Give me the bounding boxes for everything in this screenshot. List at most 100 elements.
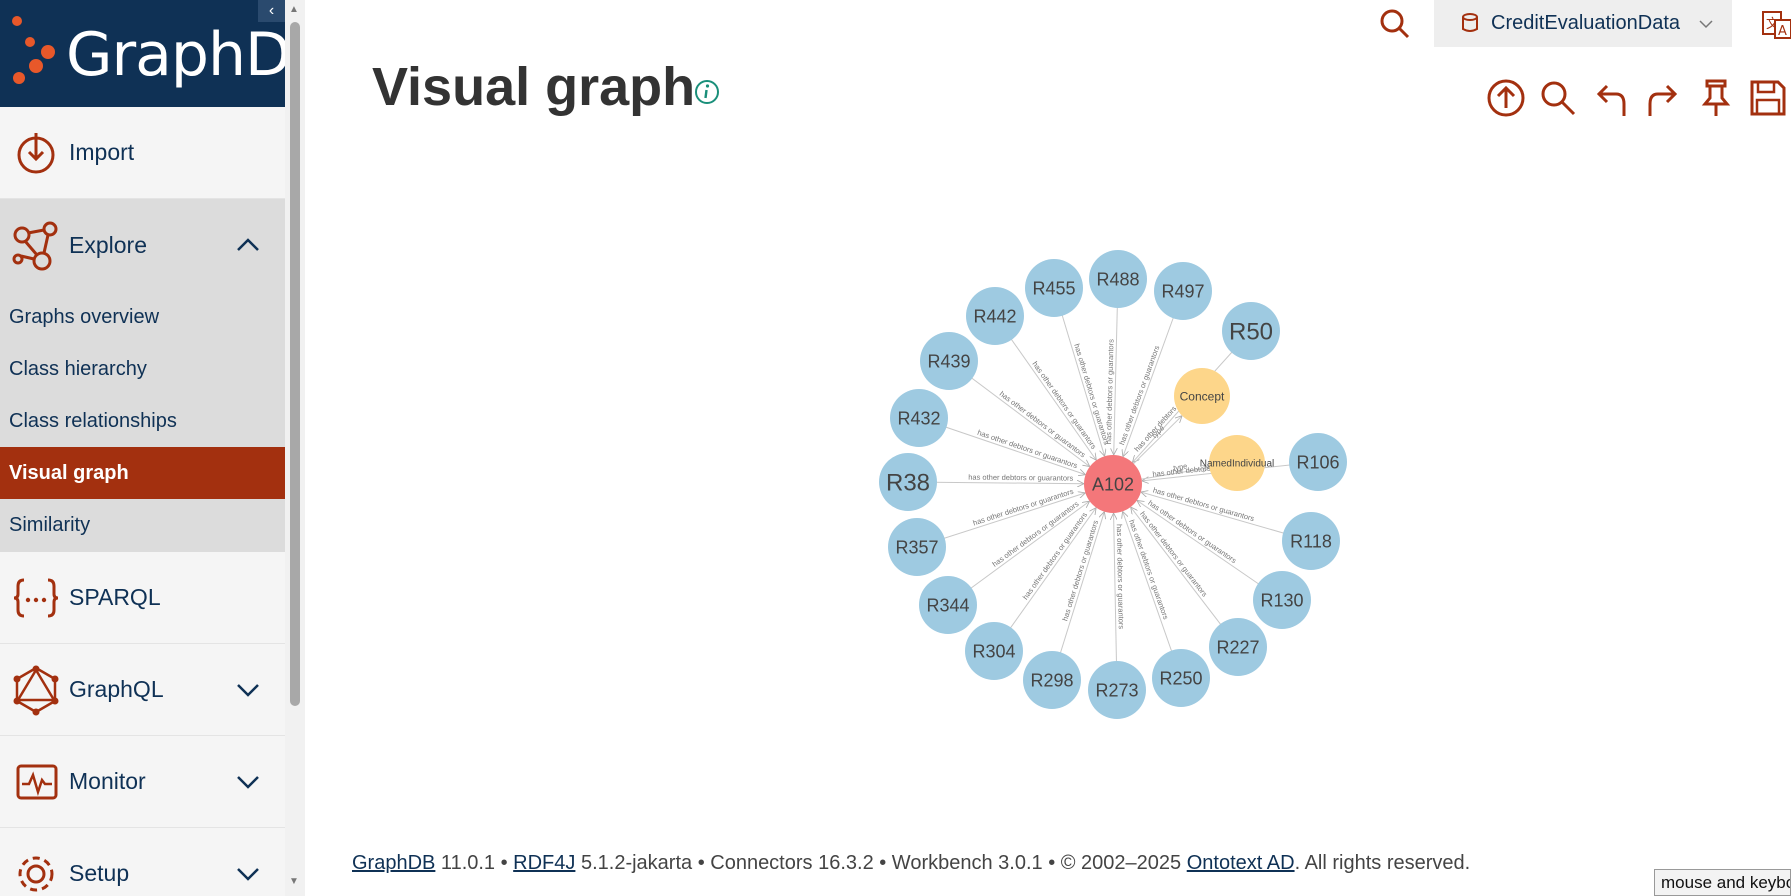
sidebar-sub-graphs-overview[interactable]: Graphs overview	[9, 306, 160, 328]
graph-node-circle	[1253, 571, 1311, 629]
rights-text: . All rights reserved.	[1294, 852, 1471, 874]
graphdb-link[interactable]: GraphDB	[352, 852, 436, 874]
sidebar: GraphDB ‹ Import	[0, 0, 285, 896]
graph-node-r488[interactable]: R488	[1089, 250, 1147, 308]
graph-edge-label: has other debtors or guarantors	[1146, 498, 1238, 565]
graph-node-r455[interactable]: R455	[1025, 259, 1083, 317]
graph-node-r227[interactable]: R227	[1209, 618, 1267, 676]
search-icon[interactable]	[1536, 76, 1580, 120]
graph-edge-label: has other debtors or guarantors	[990, 499, 1080, 569]
sidebar-sub-visual-graph[interactable]: Visual graph	[0, 447, 285, 499]
graph-node-circle	[1023, 651, 1081, 709]
graph-edge-label: has other debtors or guarantors	[1127, 518, 1170, 620]
graph-node-r497[interactable]: R497	[1154, 262, 1212, 320]
sidebar-item-sparql[interactable]: SPARQL	[0, 552, 285, 644]
graph-nodes: R455 R488 R497 R50 R442 R439 R432 R38 R357 R344 R3…	[879, 250, 1347, 719]
save-icon[interactable]	[1746, 76, 1790, 120]
graph-node-r250[interactable]: R250	[1152, 649, 1210, 707]
chevron-left-icon[interactable]: ‹	[258, 0, 285, 22]
graph-edge-label: has other debtors or guarantors	[1021, 510, 1089, 601]
graph-node-circle	[1289, 433, 1347, 491]
upload-icon[interactable]	[1484, 76, 1528, 120]
graph-node-r38[interactable]: R38	[879, 453, 937, 511]
graph-node-circle	[1209, 435, 1265, 491]
chevron-down-icon[interactable]	[233, 859, 263, 889]
graph-node-r304[interactable]: R304	[965, 622, 1023, 680]
graph-node-circle	[879, 453, 937, 511]
page-title: Visual graph	[372, 57, 696, 117]
chevron-down-icon[interactable]	[233, 767, 263, 797]
graphdb-version: 11.0.1 •	[435, 852, 514, 874]
graph-node-r357[interactable]: R357	[888, 518, 946, 576]
graph-node-r50[interactable]: R50	[1222, 302, 1280, 360]
graph-node-circle	[920, 332, 978, 390]
graph-node-r344[interactable]: R344	[919, 576, 977, 634]
graph-node-r439[interactable]: R439	[920, 332, 978, 390]
sidebar-item-label: Import	[69, 139, 135, 165]
redo-icon[interactable]	[1642, 76, 1686, 120]
ontotext-link[interactable]: Ontotext AD	[1186, 852, 1295, 874]
status-tooltip: mouse and keyboard	[1654, 869, 1791, 896]
graph-node-r432[interactable]: R432	[890, 389, 948, 447]
import-icon	[17, 132, 55, 173]
graph-node-circle	[1282, 512, 1340, 570]
scroll-up-arrow-icon[interactable]: ▲	[289, 4, 299, 15]
sidebar-item-import[interactable]: Import	[0, 107, 285, 199]
sidebar-item-label: Monitor	[69, 768, 146, 794]
graph-node-circle	[1025, 259, 1083, 317]
repository-select[interactable]: CreditEvaluationData	[1434, 0, 1732, 47]
graph-node-r130[interactable]: R130	[1253, 571, 1311, 629]
sidebar-item-label: Setup	[69, 860, 130, 886]
graph-node-r273[interactable]: R273	[1088, 661, 1146, 719]
graph-node-label: R130	[1260, 590, 1303, 610]
graph-edge-label: has other debtors or guarantors	[1072, 343, 1111, 446]
explore-group: Explore Graphs overview Class hierarchy …	[0, 199, 285, 552]
graph-node-r442[interactable]: R442	[966, 287, 1024, 345]
sidebar-item-graphql[interactable]: GraphQL	[0, 644, 285, 736]
chevron-down-icon	[1699, 20, 1713, 29]
graph-node-label: A102	[1092, 474, 1134, 494]
sidebar-item-explore[interactable]: Explore	[0, 199, 285, 291]
graph-node-label: R118	[1290, 531, 1332, 551]
sidebar-item-label: SPARQL	[69, 584, 161, 610]
search-icon[interactable]	[1375, 4, 1415, 44]
logo-text: GraphDB	[66, 20, 285, 90]
graph-node-circle	[919, 576, 977, 634]
scroll-down-arrow-icon[interactable]: ▼	[289, 876, 299, 887]
graph-node-namedindividual[interactable]: NamedIndividual	[1200, 435, 1275, 491]
graph-edge-label: has other debtors or guarantors	[1115, 524, 1126, 629]
pin-icon[interactable]	[1694, 76, 1738, 120]
sidebar-item-monitor[interactable]: Monitor	[0, 736, 285, 828]
graph-node-label: R488	[1096, 269, 1139, 289]
graph-node-circle	[1152, 649, 1210, 707]
undo-icon[interactable]	[1588, 76, 1632, 120]
graph-node-circle	[966, 287, 1024, 345]
chevron-down-icon[interactable]	[233, 675, 263, 705]
sidebar-sub-class-hierarchy[interactable]: Class hierarchy	[9, 358, 147, 380]
explore-icon	[12, 221, 58, 271]
graph-edge-label: has other debtors or guarantors	[1031, 360, 1099, 451]
graph-node-r106[interactable]: R106	[1289, 433, 1347, 491]
chevron-up-icon[interactable]	[233, 230, 263, 260]
sidebar-scrollbar[interactable]: ▲ ▼	[285, 0, 305, 896]
sidebar-sub-class-relationships[interactable]: Class relationships	[9, 410, 177, 432]
graph-node-r118[interactable]: R118	[1282, 512, 1340, 570]
sparql-icon	[13, 578, 59, 617]
graphql-icon	[13, 665, 59, 715]
graph-node-label: R227	[1216, 637, 1259, 657]
scroll-thumb[interactable]	[290, 22, 300, 706]
graph-node-r298[interactable]: R298	[1023, 651, 1081, 709]
rdf4j-link[interactable]: RDF4J	[513, 852, 576, 874]
sidebar-sub-similarity[interactable]: Similarity	[9, 514, 91, 536]
graph-node-concept[interactable]: Concept	[1174, 368, 1230, 424]
graph-node-label: R304	[972, 641, 1015, 661]
sidebar-item-setup[interactable]: Setup	[0, 828, 285, 896]
versions-text: 5.1.2-jakarta • Connectors 16.3.2 • Work…	[575, 852, 1187, 874]
graph-node-center[interactable]: A102	[1084, 455, 1142, 513]
graph-node-circle	[1089, 250, 1147, 308]
logo[interactable]: GraphDB ‹	[0, 0, 285, 107]
graph-node-label: Concept	[1180, 389, 1225, 403]
info-icon[interactable]	[692, 77, 722, 107]
language-icon[interactable]: 文 A	[1761, 8, 1791, 40]
graph-edge-label: type	[1173, 461, 1188, 472]
